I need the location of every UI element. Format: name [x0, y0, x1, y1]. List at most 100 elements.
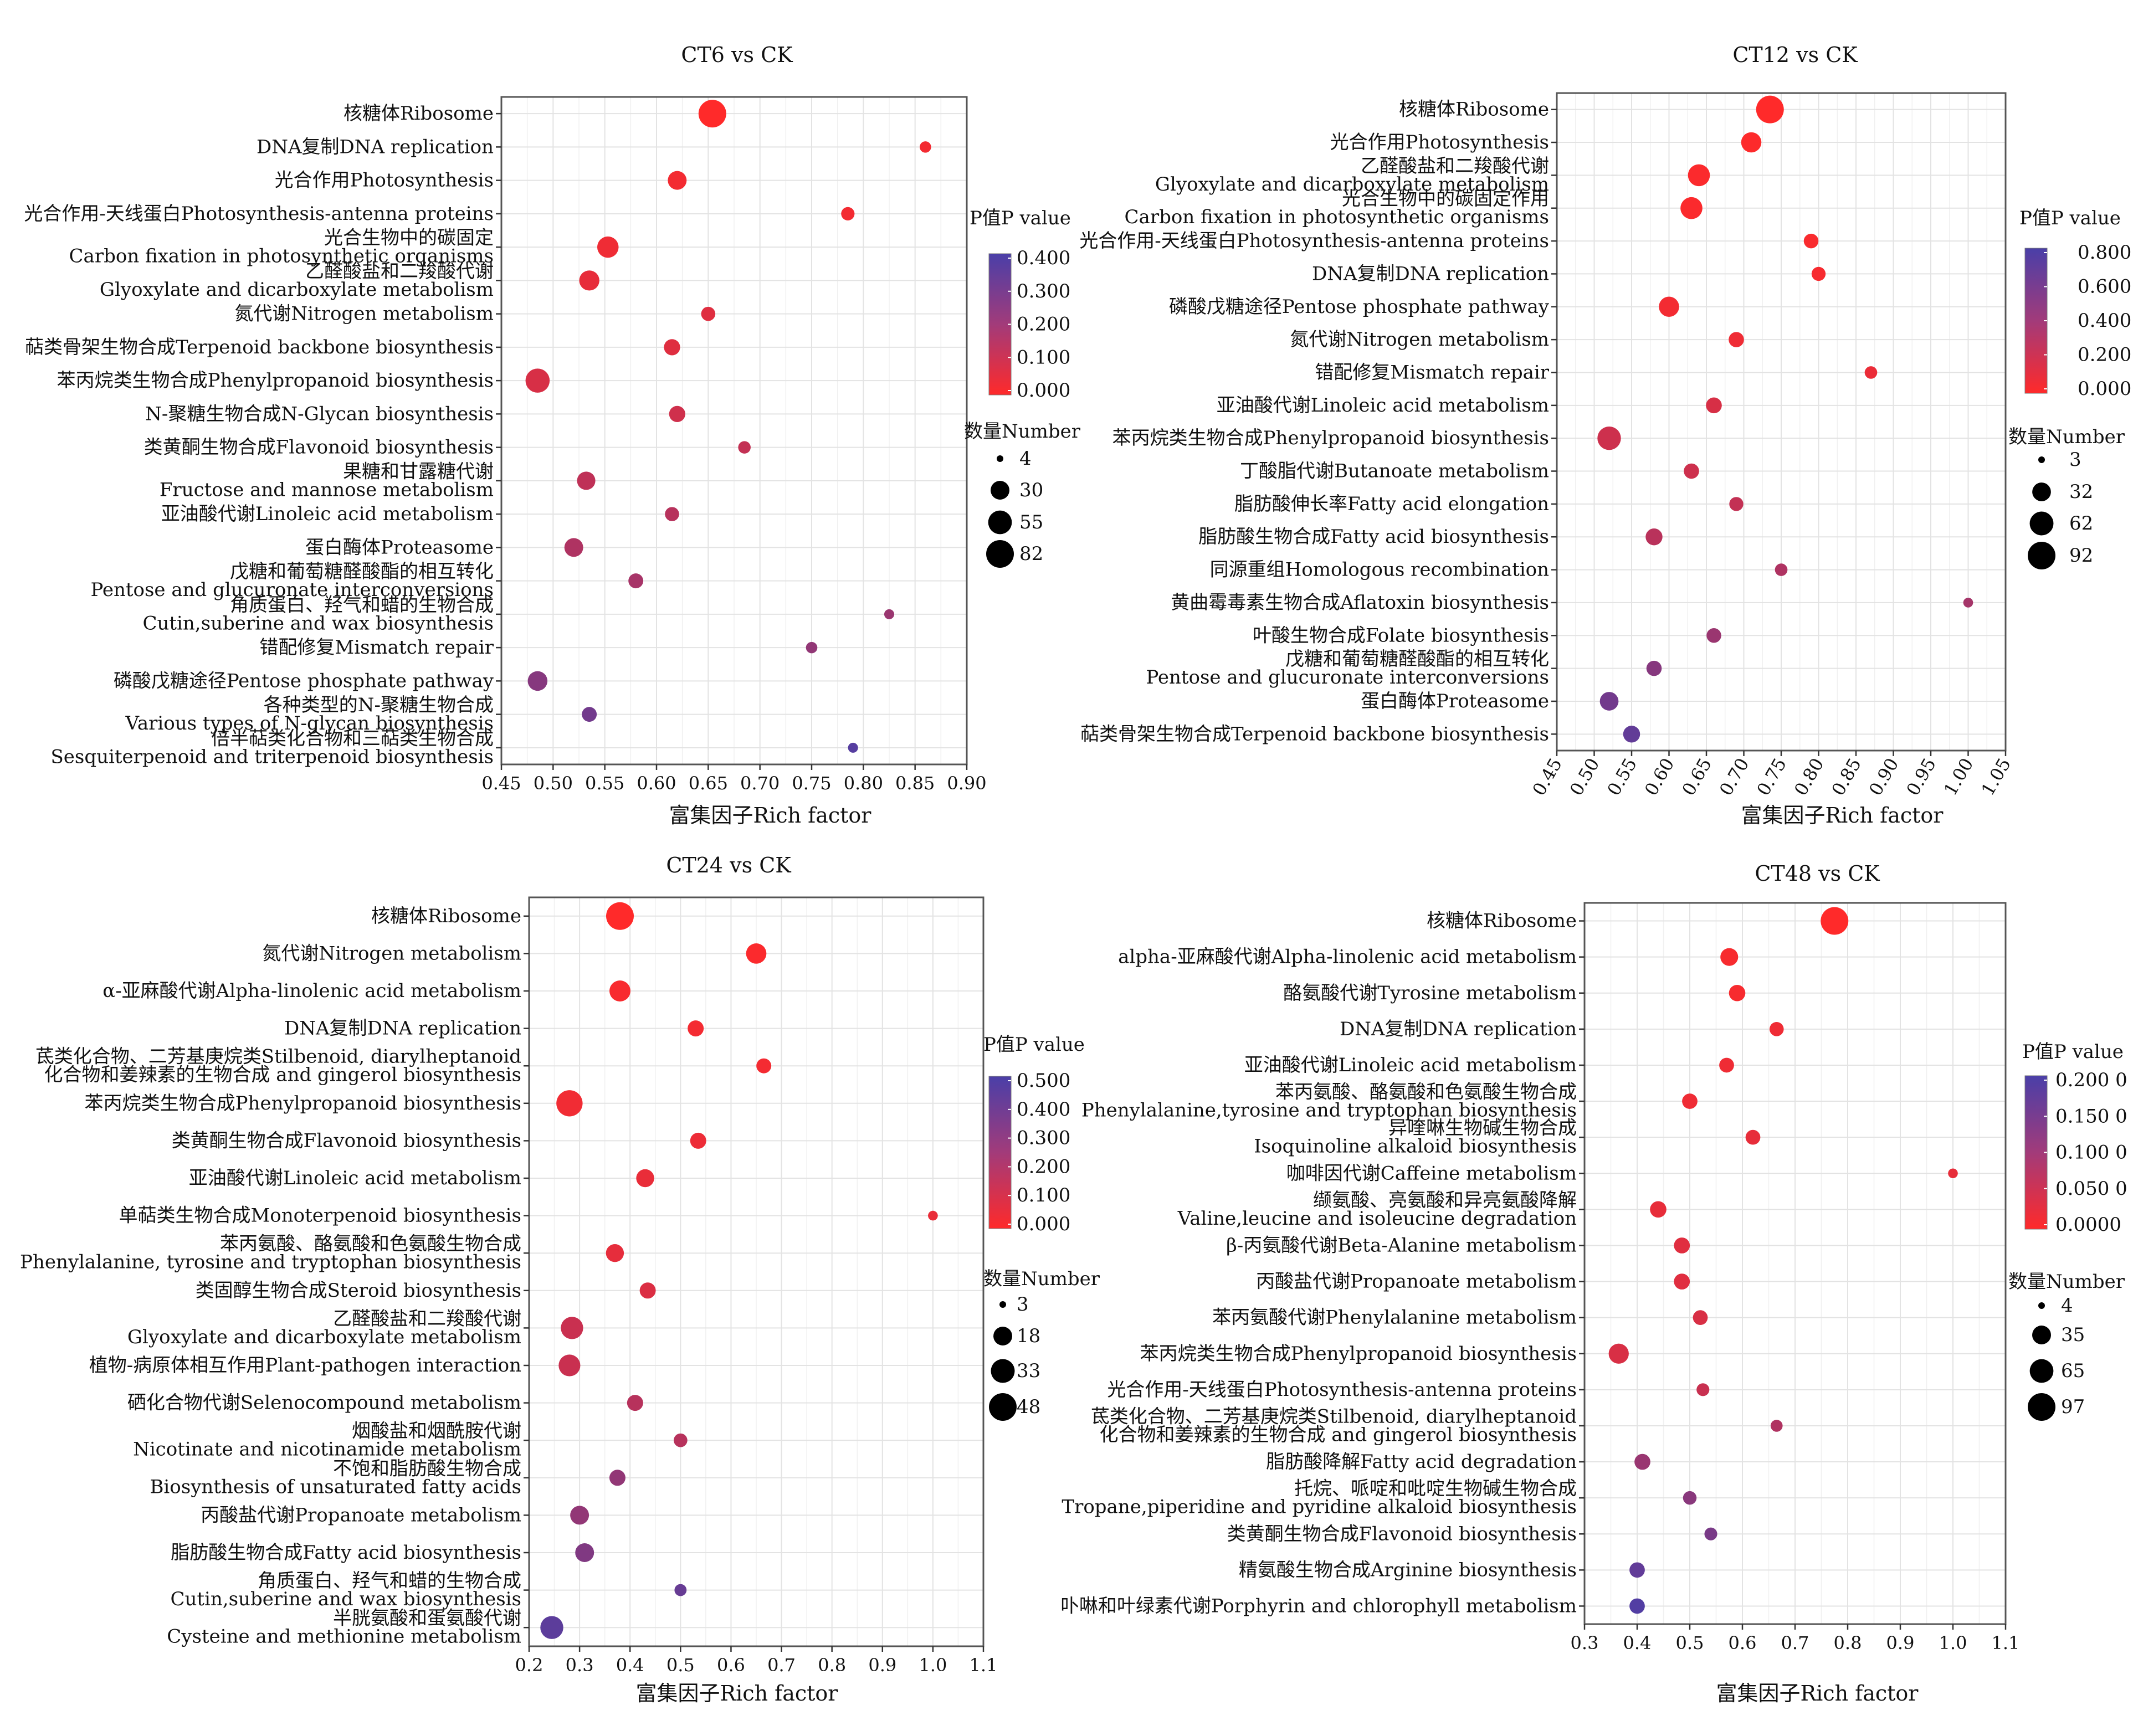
y-category-label: Tropane,piperidine and pyridine alkaloid…	[1062, 1496, 1577, 1518]
data-point	[582, 707, 597, 722]
colorbar-tick-label: 0.0000	[2055, 1214, 2121, 1236]
data-point	[1963, 598, 1973, 608]
y-category-label: 倍半萜类化合物和三萜类生物合成	[211, 727, 494, 749]
data-point	[1646, 660, 1662, 676]
size-legend-dot	[2038, 456, 2045, 463]
data-point	[525, 368, 550, 393]
data-point	[561, 1317, 583, 1339]
y-category-label: 错配修复Mismatch repair	[259, 636, 494, 659]
data-point	[1683, 1491, 1697, 1505]
y-category-label: alpha-亚麻酸代谢Alpha-linolenic acid metaboli…	[1118, 946, 1577, 968]
y-category-label: 半胱氨酸和蛋氨酸代谢	[333, 1607, 521, 1630]
x-tick-label: 0.60	[637, 773, 676, 794]
x-tick-label: 0.6	[717, 1655, 745, 1676]
colorbar-tick-label: 0.400	[1017, 247, 1070, 269]
data-point	[564, 538, 583, 557]
y-category-label: 核糖体Ribosome	[1399, 99, 1549, 121]
x-tick-label: 0.80	[844, 773, 883, 794]
size-legend-dot	[2029, 511, 2054, 536]
data-point	[609, 980, 630, 1001]
number-legend-title: 数量Number	[964, 420, 1081, 443]
colorbar-tick-label: 0.200	[2078, 344, 2131, 366]
data-point	[1629, 1562, 1645, 1578]
pvalue-colorbar	[988, 1076, 1012, 1229]
y-category-label: 咖啡因代谢Caffeine metabolism	[1286, 1162, 1577, 1184]
data-point	[701, 306, 716, 321]
y-category-label: 类黄酮生物合成Flavonoid biosynthesis	[172, 1129, 521, 1152]
x-axis-label: 富集因子Rich factor	[1716, 1681, 1919, 1706]
y-category-label: 卟啉和叶绿素代谢Porphyrin and chlorophyll metabo…	[1060, 1595, 1577, 1617]
data-point	[1720, 948, 1739, 966]
y-category-label: Glyoxylate and dicarboxylate metabolism	[100, 279, 494, 301]
data-point	[1706, 628, 1721, 643]
pvalue-colorbar	[2024, 248, 2048, 394]
x-tick-label: 0.60	[1640, 754, 1679, 799]
x-tick-label: 1.05	[1977, 754, 2015, 799]
data-point	[674, 1584, 687, 1596]
y-category-label: 异喹啉生物碱生物合成	[1388, 1117, 1577, 1139]
data-point	[1680, 197, 1703, 219]
y-category-label: 苯丙氨酸代谢Phenylalanine metabolism	[1212, 1307, 1577, 1329]
y-category-label: 亚油酸代谢Linoleic acid metabolism	[161, 503, 494, 525]
y-category-label: 丙酸盐代谢Propanoate metabolism	[1256, 1271, 1577, 1293]
y-category-label: 果糖和甘露糖代谢	[343, 460, 494, 482]
data-point	[674, 1433, 688, 1447]
y-category-label: 核糖体Ribosome	[1427, 910, 1577, 932]
data-point	[756, 1058, 772, 1074]
data-point	[1693, 1310, 1708, 1326]
y-category-label: 脂肪酸降解Fatty acid degradation	[1266, 1451, 1577, 1473]
y-category-label: 光合生物中的碳固定作用	[1342, 188, 1549, 210]
size-legend-label: 82	[1019, 543, 1043, 565]
size-legend-label: 48	[1017, 1396, 1040, 1418]
x-axis-label: 富集因子Rich factor	[1741, 803, 1944, 828]
chart-title: CT6 vs CK	[681, 43, 793, 67]
size-legend-dot	[2028, 542, 2055, 569]
y-category-label: 托烷、哌啶和吡啶生物碱生物合成	[1294, 1478, 1577, 1500]
colorbar-tick-label: 0.000	[1017, 1213, 1070, 1235]
grid	[501, 97, 967, 764]
y-category-label: 黄曲霉毒素生物合成Aflatoxin biosynthesis	[1171, 592, 1549, 614]
y-category-label: 同源重组Homologous recombination	[1210, 559, 1549, 581]
colorbar-tick-label: 0.000	[2078, 378, 2131, 400]
pvalue-legend-title: P值P value	[983, 1034, 1085, 1056]
y-category-label: 光合作用Photosynthesis	[275, 170, 494, 192]
data-point	[1599, 692, 1619, 711]
x-tick-label: 0.3	[1571, 1632, 1599, 1653]
x-tick-label: 1.1	[970, 1655, 998, 1676]
data-point	[636, 1169, 654, 1188]
y-category-label: 脂肪酸生物合成Fatty acid biosynthesis	[1198, 526, 1549, 548]
size-legend-label: 65	[2061, 1360, 2085, 1382]
colorbar-tick-label: 0.200 0	[2055, 1069, 2127, 1091]
data-point	[920, 141, 931, 153]
y-category-label: 光合生物中的碳固定	[324, 227, 494, 249]
y-category-label: 各种类型的N-聚糖生物合成	[264, 694, 494, 716]
data-point	[1821, 907, 1849, 935]
data-point	[1729, 984, 1746, 1001]
y-category-label: 单萜类生物合成Monoterpenoid biosynthesis	[119, 1205, 521, 1227]
data-point	[556, 1090, 583, 1117]
y-category-label: Sesquiterpenoid and triterpenoid biosynt…	[50, 746, 494, 768]
y-category-label: Carbon fixation in photosynthetic organi…	[1125, 206, 1549, 228]
y-category-label: Biosynthesis of unsaturated fatty acids	[150, 1476, 521, 1498]
y-category-label: 氮代谢Nitrogen metabolism	[262, 942, 521, 964]
x-tick-label: 0.45	[1528, 754, 1566, 799]
data-point	[668, 171, 687, 190]
pvalue-legend-title: P值P value	[2022, 1041, 2124, 1063]
size-legend-label: 35	[2061, 1324, 2085, 1346]
x-tick-label: 0.70	[740, 773, 780, 794]
x-axis-label: 富集因子Rich factor	[669, 803, 872, 828]
colorbar-tick-label: 0.100 0	[2055, 1142, 2127, 1164]
colorbar-tick-label: 0.300	[1017, 280, 1070, 302]
y-category-label: Various types of N-glycan biosynthesis	[125, 712, 494, 735]
data-point	[688, 1020, 704, 1037]
data-point	[1650, 1201, 1667, 1218]
size-legend-dot	[2028, 1393, 2055, 1421]
size-legend-label: 4	[1019, 448, 1032, 470]
size-legend-label: 92	[2069, 545, 2093, 567]
x-tick-label: 0.75	[792, 773, 831, 794]
grid	[529, 897, 984, 1646]
y-category-label: 茋类化合物、二芳基庚烷类Stilbenoid, diarylheptanoid	[35, 1046, 521, 1068]
y-category-label: 脂肪酸生物合成Fatty acid biosynthesis	[171, 1542, 521, 1564]
plot-frame	[500, 96, 968, 766]
y-category-label: 核糖体Ribosome	[343, 102, 494, 125]
